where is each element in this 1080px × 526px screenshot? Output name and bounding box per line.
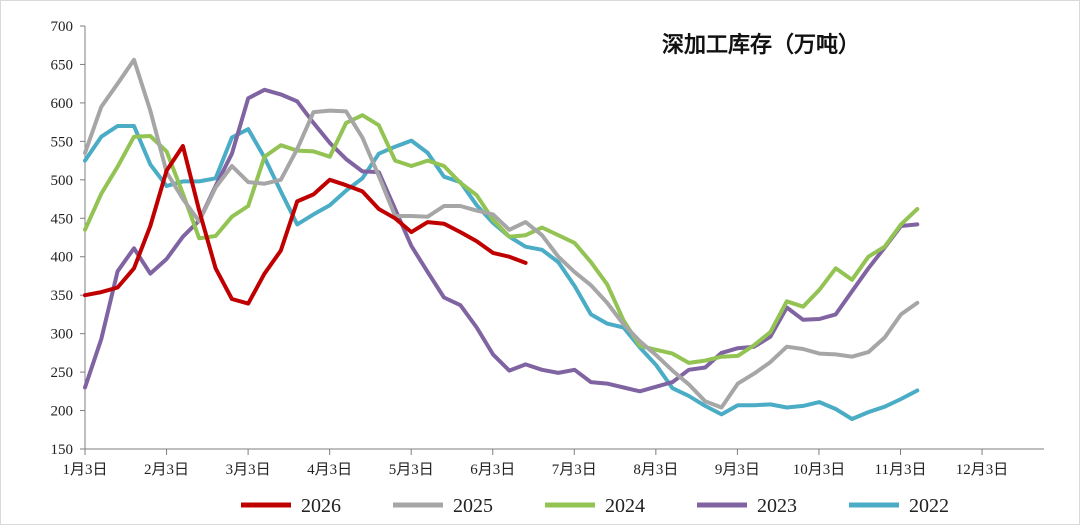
- x-tick-label: 6月3日: [470, 462, 515, 478]
- x-tick-label: 4月3日: [307, 462, 352, 478]
- x-tick-label: 8月3日: [633, 462, 678, 478]
- legend: 2026 2025 2024 2023 2022: [241, 495, 949, 517]
- y-tick-label: 150: [51, 442, 74, 458]
- y-tick-label: 450: [51, 211, 74, 227]
- y-tick-label: 600: [51, 96, 74, 112]
- x-tick-label: 12月3日: [956, 462, 1009, 478]
- x-tick-label: 1月3日: [62, 462, 107, 478]
- y-tick-label: 300: [51, 327, 74, 343]
- x-tick-label: 5月3日: [389, 462, 434, 478]
- y-tick-label: 700: [51, 19, 74, 35]
- y-tick-label: 200: [51, 404, 74, 420]
- x-tick-label: 10月3日: [793, 462, 846, 478]
- series-group: [83, 57, 920, 421]
- legend-label-2022: 2022: [909, 495, 949, 517]
- x-tick-label: 2月3日: [144, 462, 189, 478]
- x-tick-group: 1月3日 2月3日 3月3日 4月3日 5月3日 6月3日 7月3日 8月3日 9月3日 10月3…: [62, 449, 1008, 478]
- y-tick-group: 150 200 250 300 350 400 450 500 550 600 650 700: [51, 19, 85, 458]
- legend-label-2023: 2023: [757, 495, 797, 517]
- x-tick-label: 11月3日: [875, 462, 927, 478]
- series-line-2022: [83, 124, 920, 421]
- x-tick-label: 7月3日: [552, 462, 597, 478]
- chart-title: 深加工库存（万吨）: [662, 32, 860, 58]
- y-tick-label: 350: [51, 288, 74, 304]
- legend-label-2026: 2026: [301, 495, 341, 517]
- y-tick-label: 400: [51, 250, 74, 266]
- x-tick-label: 9月3日: [715, 462, 760, 478]
- legend-label-2024: 2024: [605, 495, 645, 517]
- series-line-2026: [83, 144, 528, 306]
- legend-label-2025: 2025: [453, 495, 493, 517]
- series-line-2023: [83, 87, 920, 394]
- series-line-2024: [83, 113, 920, 365]
- x-tick-label: 3月3日: [226, 462, 271, 478]
- y-tick-label: 500: [51, 173, 74, 189]
- series-line-2025: [83, 57, 920, 410]
- y-tick-label: 250: [51, 365, 74, 381]
- y-tick-label: 650: [51, 57, 74, 73]
- y-tick-label: 550: [51, 134, 74, 150]
